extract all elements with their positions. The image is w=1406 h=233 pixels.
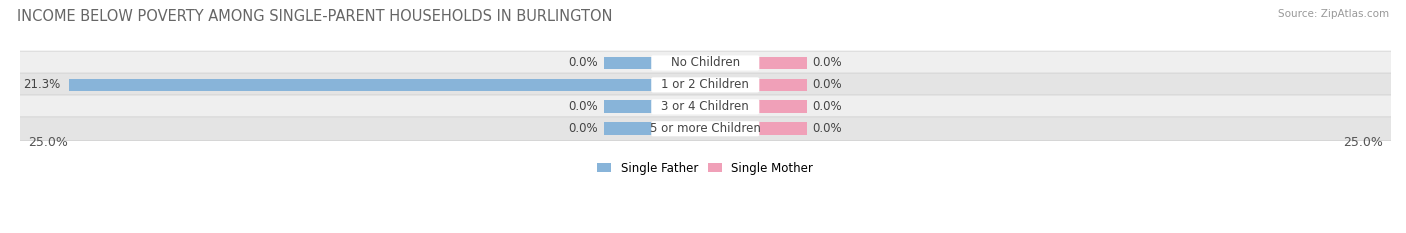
Text: 25.0%: 25.0% (1343, 137, 1382, 150)
Text: 0.0%: 0.0% (568, 122, 599, 135)
FancyBboxPatch shape (15, 73, 1395, 97)
Bar (603, 122, 654, 135)
Text: 25.0%: 25.0% (28, 137, 67, 150)
FancyBboxPatch shape (651, 99, 759, 114)
Text: 0.0%: 0.0% (813, 78, 842, 91)
Legend: Single Father, Single Mother: Single Father, Single Mother (598, 162, 813, 175)
Text: 0.0%: 0.0% (813, 100, 842, 113)
FancyBboxPatch shape (15, 95, 1395, 119)
Text: Source: ZipAtlas.com: Source: ZipAtlas.com (1278, 9, 1389, 19)
FancyBboxPatch shape (15, 51, 1395, 75)
Text: 0.0%: 0.0% (568, 56, 599, 69)
Bar (69, 79, 654, 91)
Bar (758, 79, 807, 91)
FancyBboxPatch shape (651, 55, 759, 71)
FancyBboxPatch shape (651, 77, 759, 93)
Text: 0.0%: 0.0% (813, 122, 842, 135)
Bar (758, 100, 807, 113)
Text: 0.0%: 0.0% (813, 56, 842, 69)
FancyBboxPatch shape (15, 117, 1395, 140)
Bar (603, 100, 654, 113)
Text: No Children: No Children (671, 56, 740, 69)
Text: 5 or more Children: 5 or more Children (650, 122, 761, 135)
Bar (603, 57, 654, 69)
Bar (758, 122, 807, 135)
FancyBboxPatch shape (651, 121, 759, 136)
Text: INCOME BELOW POVERTY AMONG SINGLE-PARENT HOUSEHOLDS IN BURLINGTON: INCOME BELOW POVERTY AMONG SINGLE-PARENT… (17, 9, 613, 24)
Text: 21.3%: 21.3% (24, 78, 60, 91)
Text: 0.0%: 0.0% (568, 100, 599, 113)
Text: 1 or 2 Children: 1 or 2 Children (661, 78, 749, 91)
Bar (758, 57, 807, 69)
Text: 3 or 4 Children: 3 or 4 Children (661, 100, 749, 113)
